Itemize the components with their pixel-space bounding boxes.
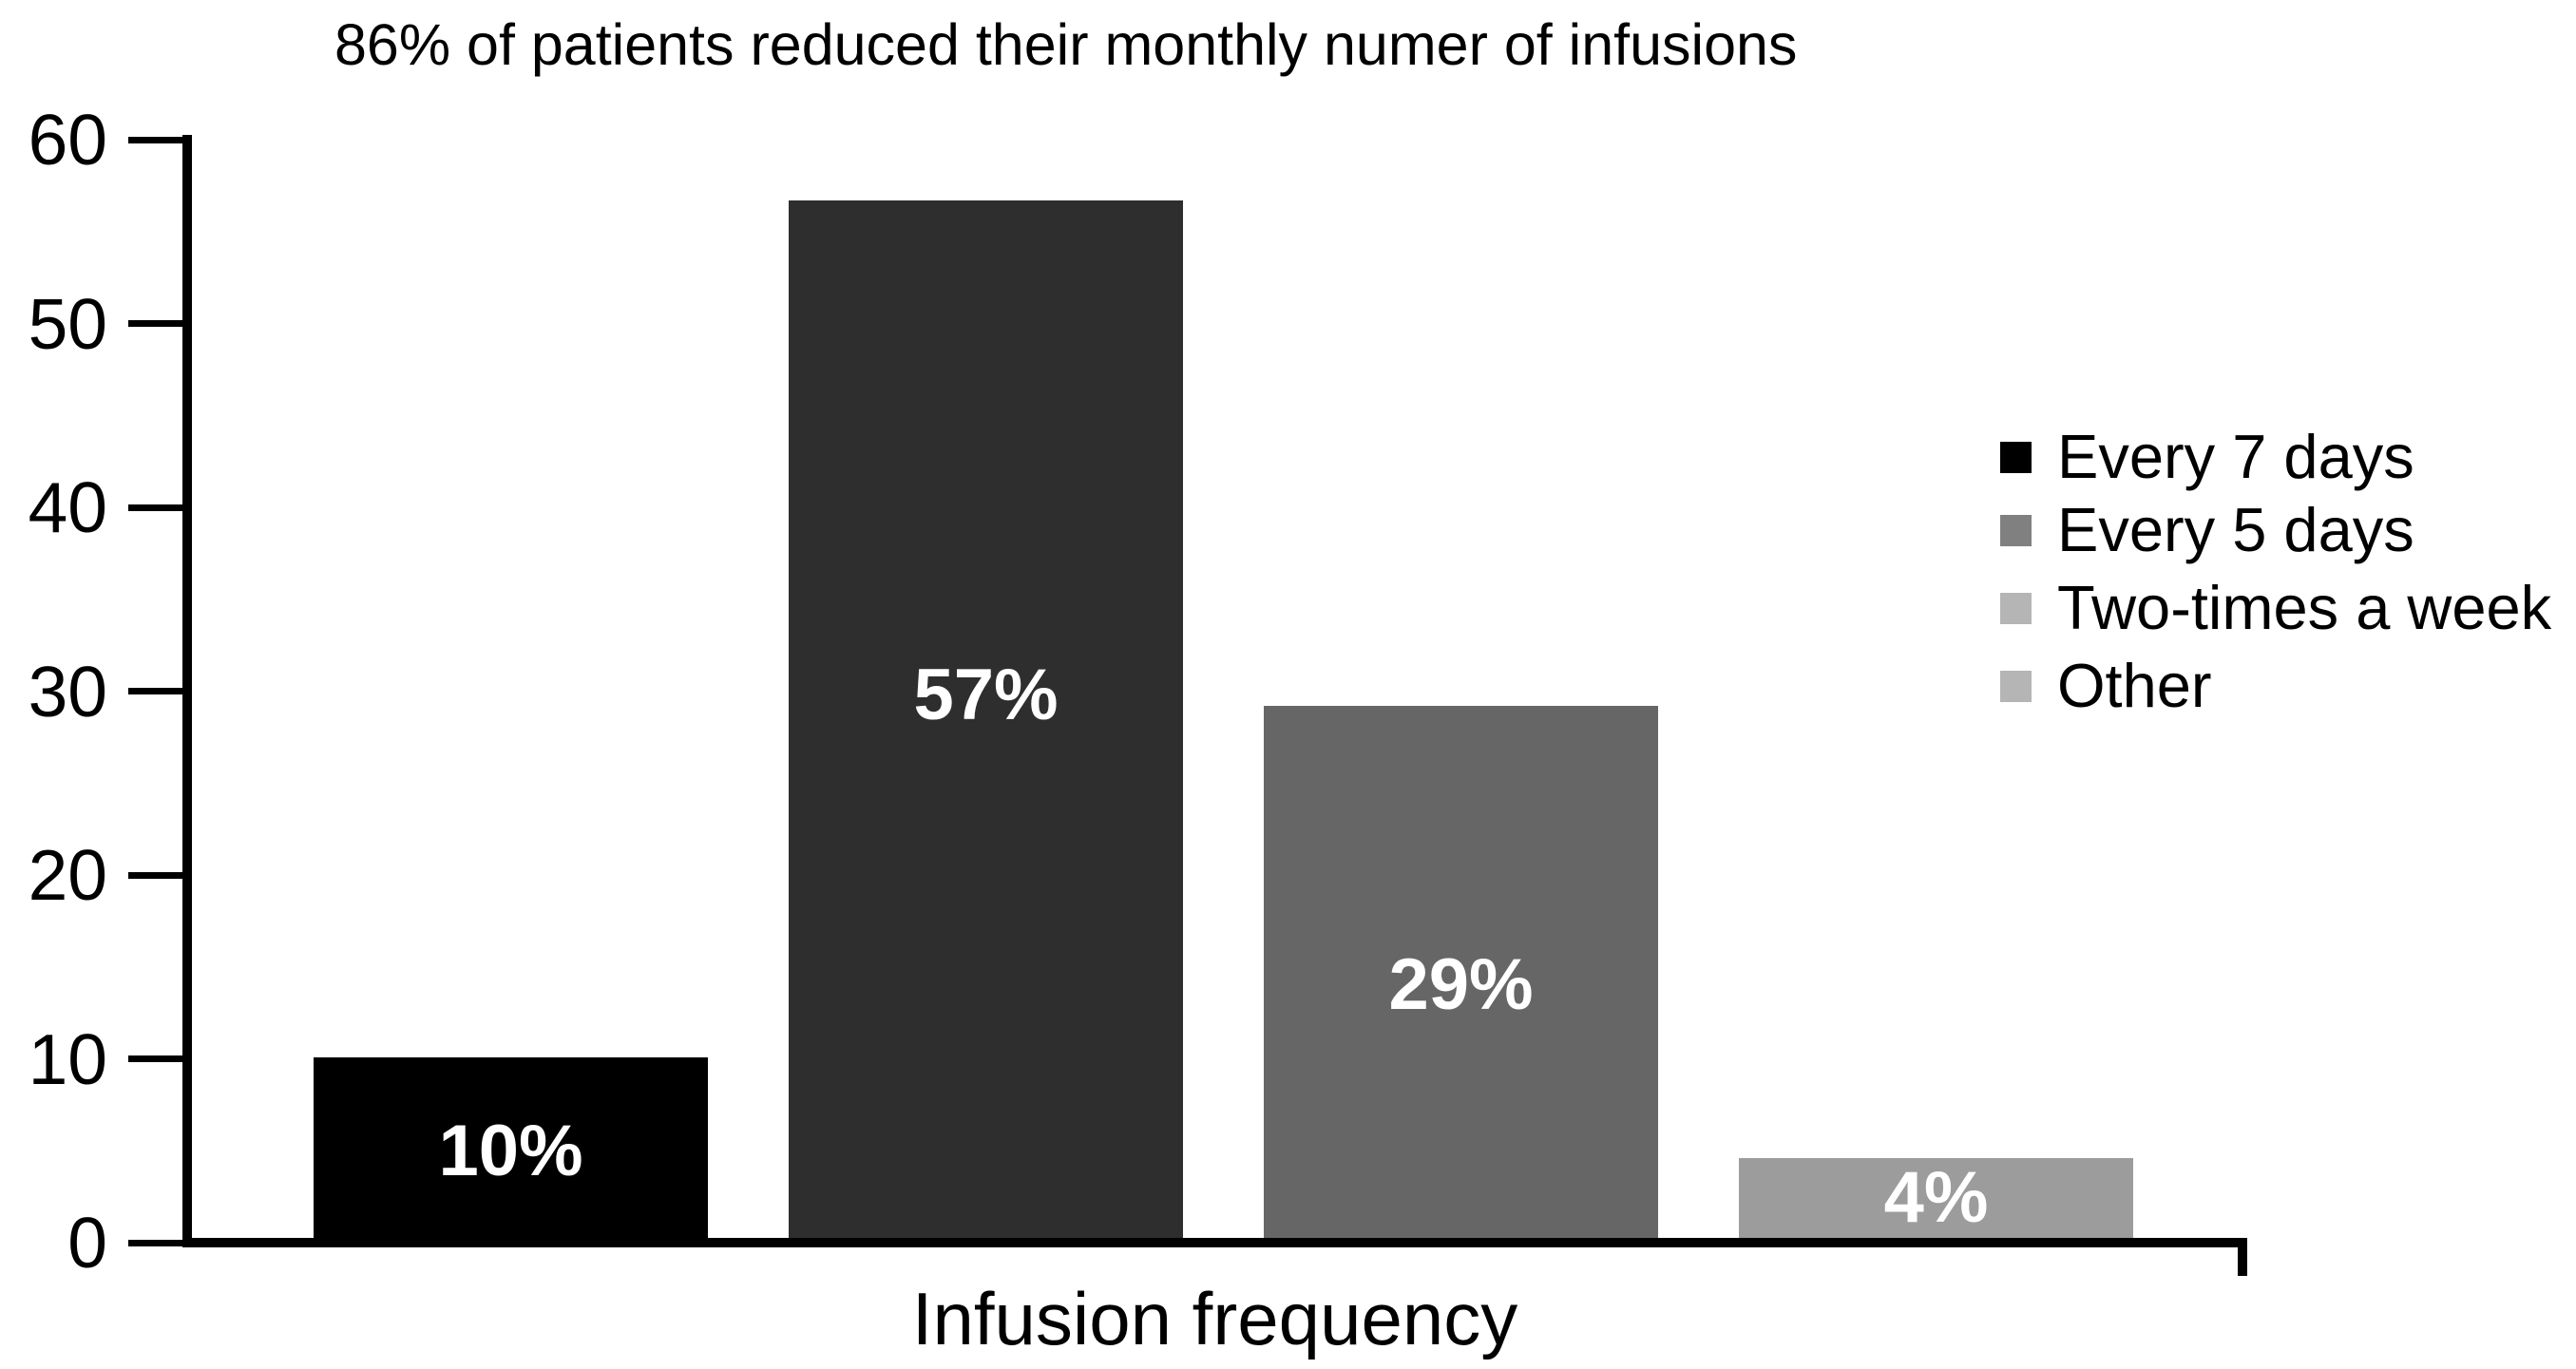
y-tick-line [128, 688, 182, 694]
y-tick-label: 20 [28, 835, 107, 915]
legend-row: Two-times a week [2000, 570, 2551, 646]
y-axis-line [182, 135, 192, 1247]
y-tick-label: 60 [28, 100, 107, 180]
legend-swatch-icon [2000, 441, 2032, 473]
legend-row: Every 5 days [2000, 492, 2414, 568]
y-tick-line [128, 1055, 182, 1062]
bar-every-5-days [789, 200, 1183, 1238]
y-tick-line [128, 136, 182, 143]
x-axis-line [182, 1238, 2247, 1247]
y-tick-line [128, 871, 182, 879]
bar-value-label: 10% [438, 1110, 583, 1191]
chart-title: 86% of patients reduced their monthly nu… [334, 12, 1798, 77]
legend-label: Every 7 days [2057, 422, 2414, 491]
bar-value-label: 4% [1883, 1156, 1989, 1238]
y-tick-label: 50 [28, 283, 107, 364]
bar-value-label: 29% [1388, 943, 1534, 1025]
x-axis-label: Infusion frequency [911, 1277, 1518, 1360]
y-tick-line [128, 1239, 182, 1246]
legend-row: Other [2000, 648, 2212, 724]
legend-label: Two-times a week [2057, 573, 2552, 642]
y-tick-label: 40 [28, 467, 107, 547]
x-axis-end-tick [2238, 1238, 2247, 1276]
legend-label: Other [2057, 651, 2212, 720]
y-tick-label: 0 [67, 1203, 107, 1283]
legend-swatch-icon [2000, 670, 2032, 702]
legend-label: Every 5 days [2057, 495, 2414, 564]
bar-other [1739, 1157, 2133, 1238]
bar-every-7-days [314, 1056, 708, 1238]
y-tick-label: 30 [28, 651, 107, 732]
y-tick-label: 10 [28, 1018, 107, 1099]
legend-row: Every 7 days [2000, 419, 2414, 495]
bar-two-times-a-week [1264, 705, 1658, 1238]
legend-swatch-icon [2000, 592, 2032, 624]
y-tick-line [128, 320, 182, 327]
y-tick-line [128, 504, 182, 511]
legend-swatch-icon [2000, 514, 2032, 546]
bar-value-label: 57% [913, 654, 1059, 735]
